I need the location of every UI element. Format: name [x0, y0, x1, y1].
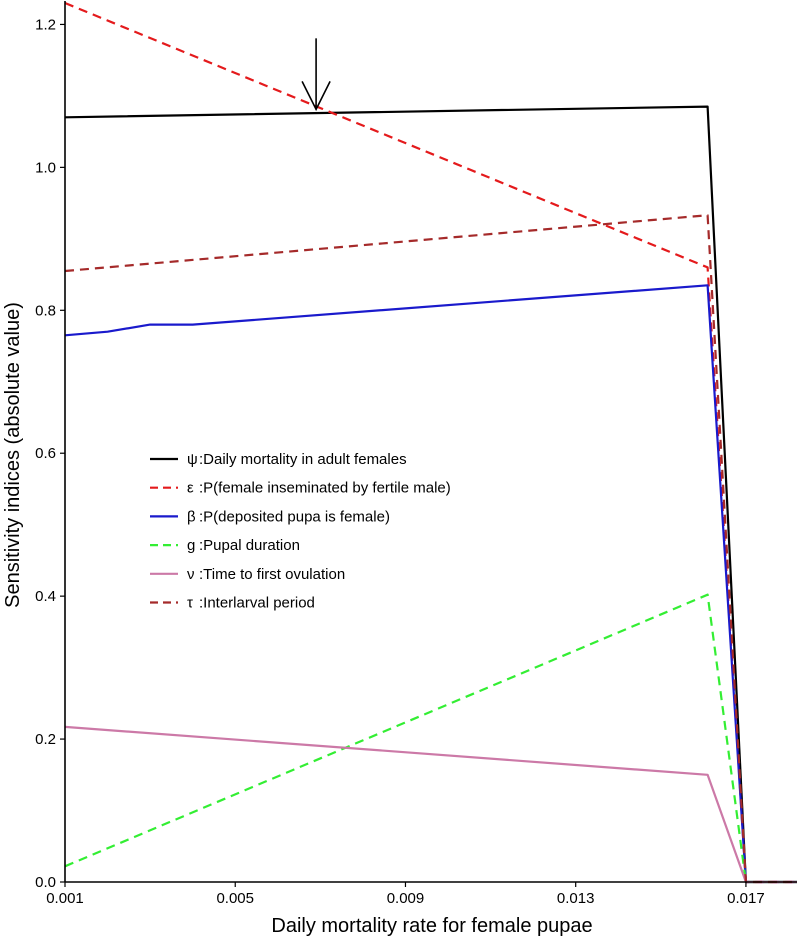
- legend-label-5: :Interlarval period: [199, 595, 315, 612]
- series-line-4: [64, 725, 797, 884]
- series-line-3: [64, 593, 797, 884]
- series-line-1: [64, 1, 797, 884]
- x-tick-label-3: 0.013: [557, 890, 595, 907]
- y-tick-label-4: 0.8: [35, 302, 56, 319]
- y-tick-label-6: 1.2: [35, 16, 56, 33]
- legend: ψ:Daily mortality in adult females ε :P(fe…: [150, 451, 451, 612]
- axes-layer: 0.001 0.005 0.009 0.013 0.017 0.0 0.2 0.4 0.6 0.8…: [35, 1, 797, 907]
- y-axis-title: Sensitivity indices (absolute value): [2, 302, 24, 608]
- legend-symbol-3: g: [187, 537, 195, 554]
- legend-label-4: :Time to first ovulation: [199, 566, 345, 583]
- x-tick-label-2: 0.009: [387, 890, 425, 907]
- legend-label-1: :P(female inseminated by fertile male): [199, 480, 451, 497]
- x-tick-label-1: 0.005: [216, 890, 254, 907]
- legend-label-2: :P(deposited pupa is female): [199, 508, 390, 525]
- x-tick-label-4: 0.017: [727, 890, 765, 907]
- series-layer: [64, 1, 797, 884]
- x-tick-label-0: 0.001: [46, 890, 84, 907]
- legend-label-0: :Daily mortality in adult females: [199, 451, 407, 468]
- y-tick-label-5: 1.0: [35, 159, 56, 176]
- legend-symbol-0: ψ: [187, 451, 198, 468]
- series-line-2: [64, 284, 797, 884]
- y-tick-label-3: 0.6: [35, 445, 56, 462]
- legend-symbol-4: ν: [187, 566, 195, 583]
- legend-symbol-1: ε: [187, 480, 194, 497]
- y-tick-label-1: 0.2: [35, 731, 56, 748]
- x-axis-title: Daily mortality rate for female pupae: [271, 915, 592, 937]
- legend-symbol-5: τ: [187, 595, 193, 612]
- legend-symbol-2: β: [187, 508, 196, 525]
- y-tick-label-0: 0.0: [35, 874, 56, 891]
- annotation-layer: [301, 38, 331, 112]
- legend-label-3: :Pupal duration: [199, 537, 300, 554]
- y-tick-label-2: 0.4: [35, 588, 56, 605]
- series-line-5: [64, 214, 797, 884]
- annotation-arrow-head: [301, 80, 331, 112]
